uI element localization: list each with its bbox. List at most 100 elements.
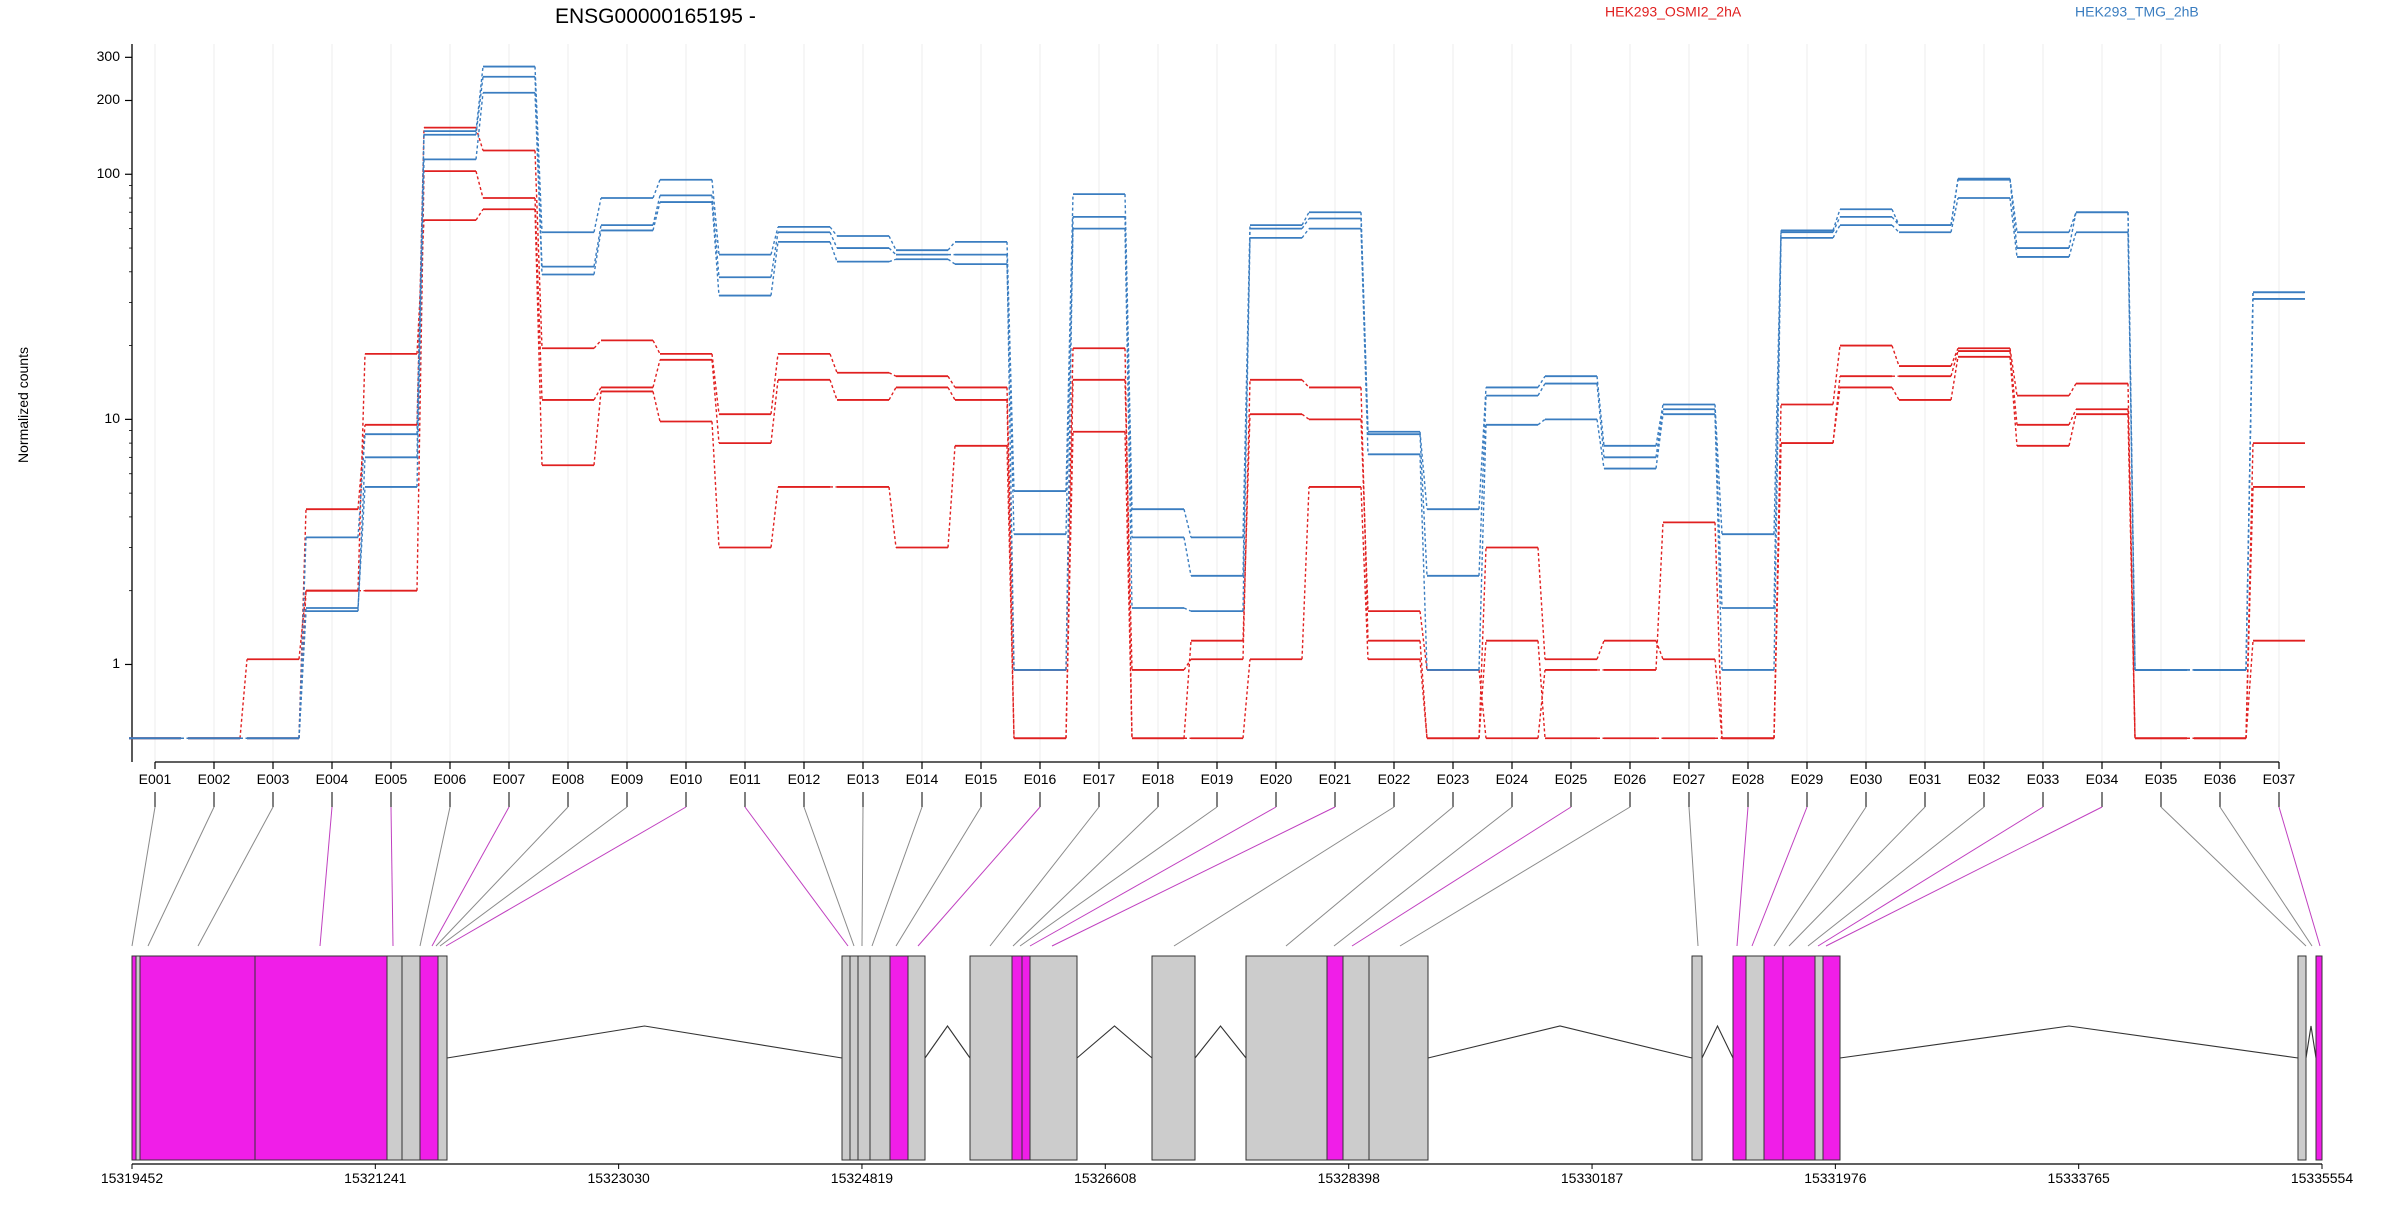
exon-highlighted xyxy=(1732,955,1747,1161)
series-connector xyxy=(947,387,956,401)
series-connector xyxy=(1537,375,1546,388)
connector-layer xyxy=(131,806,2321,947)
series-connector xyxy=(1242,228,1251,576)
exon-block xyxy=(1368,955,1429,1161)
series-connector xyxy=(1832,209,1841,231)
exon-connector-E015 xyxy=(895,806,982,947)
x-tick-label-E030: E030 xyxy=(1850,771,1883,787)
series-connector xyxy=(2068,212,2077,233)
intron-line xyxy=(446,1025,843,1059)
exon-connector-E005 xyxy=(390,806,394,947)
exon-block xyxy=(386,955,403,1161)
series-connector xyxy=(1124,228,1133,608)
exon-block xyxy=(2297,955,2307,1161)
exon-connector-E018 xyxy=(1012,806,1159,947)
x-tick-label-E018: E018 xyxy=(1142,771,1175,787)
exon-block xyxy=(135,955,141,1161)
series-HEK293_TMG_2hB-5 xyxy=(129,65,2305,740)
series-connector xyxy=(1714,409,1723,609)
series-connector xyxy=(593,230,602,275)
series-connector xyxy=(534,76,543,267)
x-tick-label-E037: E037 xyxy=(2263,771,2296,787)
series-connector xyxy=(593,387,602,401)
series-connector xyxy=(2068,383,2077,396)
series-connector xyxy=(357,434,366,538)
series-connector xyxy=(2245,486,2254,739)
exon-block xyxy=(857,955,871,1161)
exon-connector-E011 xyxy=(744,806,849,947)
series-connector xyxy=(711,202,720,296)
series-connector xyxy=(1891,224,1900,233)
x-tick-label-E031: E031 xyxy=(1909,771,1942,787)
intron-line xyxy=(1427,1025,1693,1059)
exon-highlighted xyxy=(1763,955,1784,1161)
x-tick-label-E006: E006 xyxy=(434,771,467,787)
exon-connector-E028 xyxy=(1736,806,1749,947)
exon-connector-E022 xyxy=(1173,806,1395,947)
series-connector xyxy=(2009,356,2018,446)
series-connector xyxy=(475,92,484,160)
series-connector xyxy=(475,208,484,221)
series-connector xyxy=(829,353,838,373)
series-connector xyxy=(1419,611,1428,671)
series-connector xyxy=(1537,547,1546,660)
series-connector xyxy=(1655,414,1664,469)
series-connector xyxy=(1183,658,1192,671)
y-tick-label-10: 10 xyxy=(104,410,120,426)
series-connector xyxy=(534,197,543,400)
exon-block xyxy=(1691,955,1703,1161)
series-connector xyxy=(1832,345,1841,405)
x-tick-label-E021: E021 xyxy=(1319,771,1352,787)
series-connector xyxy=(652,340,661,355)
chart-title: ENSG00000165195 - xyxy=(555,5,756,28)
series-connector xyxy=(1478,547,1487,739)
x-tick-label-E034: E034 xyxy=(2086,771,2119,787)
series-connector xyxy=(2127,383,2136,739)
series-connector xyxy=(1124,431,1133,739)
x-tick-label-E028: E028 xyxy=(1732,771,1765,787)
intron-line xyxy=(1194,1025,1247,1059)
x-tick-label-E020: E020 xyxy=(1260,771,1293,787)
series-connector xyxy=(2009,350,2018,425)
coordinate-label-15326608: 15326608 xyxy=(1074,1170,1137,1186)
coordinate-label-15323030: 15323030 xyxy=(587,1170,650,1186)
exon-connector-E024 xyxy=(1333,806,1513,947)
coordinate-label-15333765: 15333765 xyxy=(2048,1170,2111,1186)
exon-connector-E004 xyxy=(319,806,333,947)
exon-block xyxy=(841,955,851,1161)
exon-connector-E031 xyxy=(1788,806,1926,947)
series-connector xyxy=(2068,408,2077,426)
series-connector xyxy=(888,372,897,377)
exon-block xyxy=(869,955,891,1161)
series-connector xyxy=(593,391,602,466)
x-tick-label-E013: E013 xyxy=(847,771,880,787)
series-connector xyxy=(1537,418,1546,426)
exon-connector-E035 xyxy=(2160,806,2307,947)
intron-line xyxy=(1839,1025,2299,1059)
exon-connector-E023 xyxy=(1285,806,1454,947)
series-connector xyxy=(357,486,366,609)
series-connector xyxy=(1183,607,1192,612)
series-connector xyxy=(239,659,248,739)
grid-layer xyxy=(154,44,2280,762)
series-connector xyxy=(1006,445,1015,739)
series-connector xyxy=(298,537,307,739)
series-connector xyxy=(1124,348,1133,739)
x-tick-label-E008: E008 xyxy=(552,771,585,787)
x-tick-label-E016: E016 xyxy=(1024,771,1057,787)
x-tick-label-E017: E017 xyxy=(1083,771,1116,787)
exon-connector-E037 xyxy=(2278,806,2321,947)
intron-line xyxy=(2305,1025,2317,1059)
series-connector xyxy=(888,486,897,548)
series-connector xyxy=(1419,454,1428,670)
series-connector xyxy=(1301,486,1310,660)
exon-connector-E032 xyxy=(1807,806,1985,947)
series-connector xyxy=(1065,194,1074,492)
series-connector xyxy=(475,76,484,135)
x-tick-label-E003: E003 xyxy=(257,771,290,787)
series-connector xyxy=(1832,224,1841,239)
series-connector xyxy=(298,611,307,739)
coordinate-label-15331976: 15331976 xyxy=(1804,1170,1867,1186)
